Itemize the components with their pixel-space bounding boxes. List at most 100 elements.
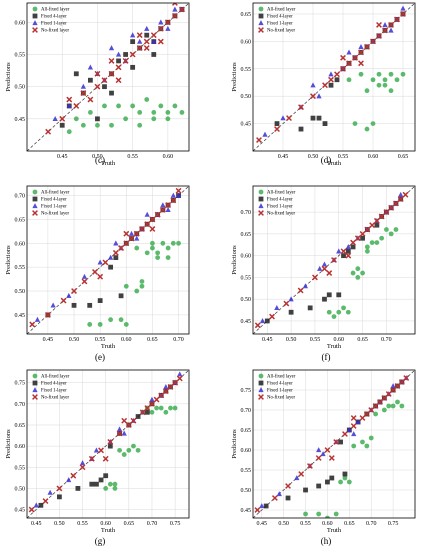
data-point bbox=[164, 19, 171, 26]
data-point bbox=[286, 115, 292, 122]
data-point bbox=[108, 264, 114, 270]
x-tick-label: 0.60 bbox=[163, 154, 174, 160]
points-layer bbox=[254, 191, 409, 329]
data-point bbox=[388, 88, 394, 94]
data-point bbox=[45, 128, 52, 135]
points-layer bbox=[29, 187, 182, 328]
x-tick-label: 0.75 bbox=[388, 521, 399, 527]
data-point bbox=[95, 122, 100, 128]
data-point bbox=[394, 16, 400, 23]
data-point bbox=[149, 409, 155, 415]
y-tick-label: 0.45 bbox=[15, 117, 26, 123]
data-point bbox=[128, 230, 135, 236]
legend-label: No-fixed layer bbox=[41, 212, 70, 217]
data-point bbox=[109, 90, 114, 96]
data-point bbox=[136, 45, 143, 51]
data-point bbox=[130, 64, 136, 70]
data-point bbox=[130, 39, 136, 45]
data-point bbox=[93, 447, 100, 453]
x-tick-label: 0.60 bbox=[334, 337, 345, 343]
data-point bbox=[364, 244, 370, 250]
x-tick-label: 0.70 bbox=[381, 337, 392, 343]
data-point bbox=[112, 249, 119, 256]
data-point bbox=[56, 485, 63, 492]
legend-marker bbox=[32, 27, 38, 33]
legend-label: No-fixed layer bbox=[41, 396, 70, 401]
data-point bbox=[131, 443, 136, 449]
data-point bbox=[107, 443, 113, 449]
data-point bbox=[262, 131, 268, 137]
data-point bbox=[316, 447, 322, 453]
data-point bbox=[373, 217, 380, 224]
data-point bbox=[157, 25, 164, 32]
legend-marker bbox=[258, 203, 264, 209]
data-point bbox=[123, 322, 129, 327]
y-tick-label: 0.60 bbox=[241, 39, 252, 45]
x-tick-label: 0.65 bbox=[124, 521, 135, 527]
data-point bbox=[397, 196, 404, 202]
data-point bbox=[163, 409, 169, 415]
data-point bbox=[80, 90, 87, 97]
x-axis-label: Truth bbox=[101, 160, 116, 167]
data-point bbox=[75, 486, 81, 491]
y-tick-label: 0.55 bbox=[241, 275, 252, 281]
data-point bbox=[73, 116, 79, 122]
data-point bbox=[125, 422, 132, 428]
data-point bbox=[118, 293, 124, 299]
data-point bbox=[326, 270, 333, 276]
data-point bbox=[374, 240, 380, 245]
data-point bbox=[388, 21, 394, 28]
data-point bbox=[59, 115, 66, 122]
data-point bbox=[358, 49, 364, 56]
data-point bbox=[256, 137, 262, 143]
data-point bbox=[263, 503, 269, 509]
data-point bbox=[342, 475, 348, 481]
data-point bbox=[59, 122, 65, 128]
data-point bbox=[294, 475, 300, 481]
data-point bbox=[153, 396, 160, 403]
data-point bbox=[360, 270, 365, 276]
data-point bbox=[157, 38, 164, 45]
data-point bbox=[165, 206, 171, 213]
points-layer bbox=[256, 5, 406, 143]
x-axis-label: Truth bbox=[101, 343, 116, 350]
data-point bbox=[358, 60, 364, 67]
y-axis-label: Predictions bbox=[231, 62, 238, 92]
data-point bbox=[116, 430, 123, 437]
data-point bbox=[394, 383, 401, 389]
data-point bbox=[123, 230, 130, 237]
data-point bbox=[341, 305, 346, 311]
x-tick-label: 0.50 bbox=[92, 154, 103, 160]
data-point bbox=[135, 447, 141, 453]
data-point bbox=[115, 77, 122, 84]
data-point bbox=[303, 487, 308, 493]
data-point bbox=[325, 479, 330, 485]
data-point bbox=[130, 417, 137, 424]
y-tick-label: 0.65 bbox=[15, 217, 26, 223]
data-point bbox=[165, 245, 171, 251]
data-point bbox=[346, 479, 352, 485]
data-point bbox=[288, 309, 294, 315]
legend-label: No-fixed layer bbox=[267, 212, 296, 217]
data-point bbox=[328, 82, 334, 88]
data-point bbox=[123, 52, 129, 57]
data-point bbox=[149, 400, 155, 407]
legend-marker bbox=[258, 394, 264, 400]
legend-label: No-fixed layer bbox=[267, 396, 296, 401]
legend-label: Fixed 1-layer bbox=[267, 389, 293, 394]
data-point bbox=[160, 202, 166, 208]
x-tick-label: 0.55 bbox=[300, 521, 311, 527]
legend: All-fixed layer Fixed 4-layer Fixed 1-laye… bbox=[32, 373, 70, 401]
data-point bbox=[388, 71, 394, 77]
data-point bbox=[370, 38, 376, 45]
data-point bbox=[264, 318, 270, 324]
data-point bbox=[369, 222, 376, 229]
data-point bbox=[346, 427, 352, 433]
data-point bbox=[382, 77, 388, 83]
data-point bbox=[28, 506, 35, 513]
data-point bbox=[102, 455, 109, 462]
data-point bbox=[70, 472, 77, 479]
y-tick-label: 0.55 bbox=[241, 468, 252, 474]
data-point bbox=[376, 82, 382, 88]
